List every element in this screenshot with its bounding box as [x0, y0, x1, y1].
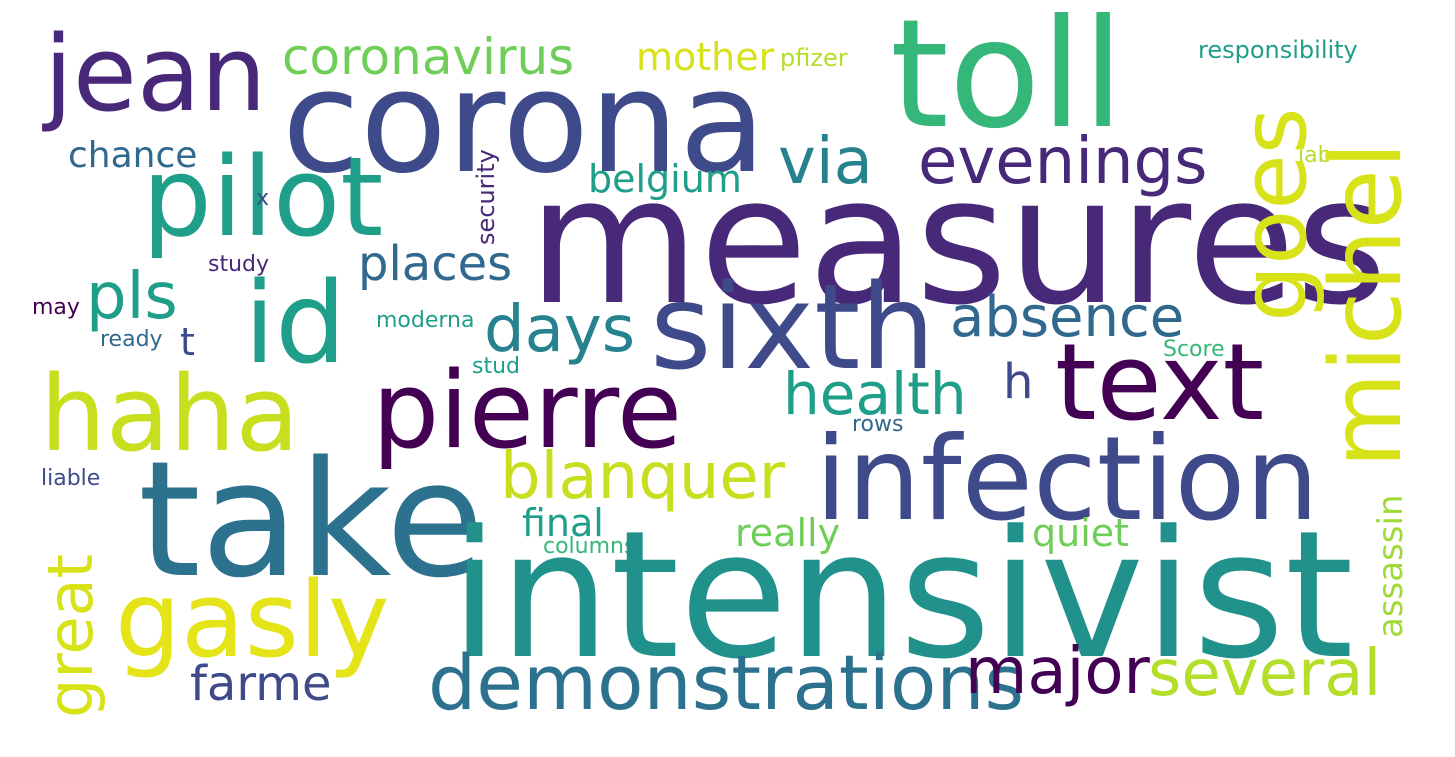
word-chance: chance: [68, 135, 198, 176]
word-absence: absence: [950, 285, 1185, 350]
word-blanquer: blanquer: [500, 440, 786, 514]
word-places: places: [358, 236, 513, 292]
word-pfizer: pfizer: [780, 44, 848, 72]
word-pilot: pilot: [142, 133, 384, 261]
word-t: t: [180, 320, 195, 364]
word-ready: ready: [100, 327, 163, 352]
word-toll: toll: [890, 0, 1124, 162]
word-via: via: [778, 125, 873, 199]
word-haha: haha: [40, 353, 300, 475]
word-text: text: [1055, 321, 1265, 444]
word-evenings: evenings: [918, 125, 1208, 199]
word-mother: mother: [636, 35, 775, 79]
word-study: study: [208, 252, 270, 277]
word-belgium: belgium: [588, 157, 742, 201]
word-columns: columns: [543, 534, 636, 559]
word-x: x: [256, 186, 270, 211]
word-responsibility: responsibility: [1198, 36, 1358, 64]
word-great: great: [34, 554, 107, 718]
word-infection: infection: [815, 412, 1319, 547]
word-corona: corona: [282, 40, 767, 205]
word-goes: goes: [1222, 107, 1327, 322]
word-h: h: [1003, 354, 1034, 410]
word-farme: farme: [190, 656, 332, 712]
word-assassin: assassin: [1371, 494, 1411, 638]
word-days: days: [484, 293, 636, 367]
word-jean: jean: [44, 13, 267, 135]
word-moderna: moderna: [376, 308, 475, 333]
word-id: id: [244, 259, 347, 389]
word-stud: stud: [472, 354, 520, 379]
word-sixth: sixth: [650, 258, 936, 396]
word-score: Score: [1163, 337, 1225, 362]
word-take: take: [138, 426, 485, 613]
word-may: may: [32, 295, 80, 320]
word-rows: rows: [852, 412, 904, 437]
word-measures: measures: [528, 139, 1388, 344]
word-coronavirus: coronavirus: [282, 28, 575, 86]
word-final: final: [522, 501, 604, 545]
word-pls: pls: [86, 260, 178, 334]
word-security: security: [472, 149, 500, 245]
word-gasly: gasly: [115, 559, 390, 681]
word-demonstrations: demonstrations: [428, 638, 1025, 727]
word-major: major: [965, 635, 1150, 709]
word-liable: liable: [41, 466, 101, 491]
word-really: really: [735, 511, 841, 555]
word-michel: michel: [1310, 141, 1424, 468]
word-several: several: [1148, 637, 1382, 711]
word-jab: jab: [1298, 143, 1332, 168]
word-intensivist: intensivist: [450, 493, 1354, 698]
word-pierre: pierre: [372, 349, 683, 472]
word-health: health: [783, 360, 967, 428]
word-quiet: quiet: [1032, 511, 1130, 555]
